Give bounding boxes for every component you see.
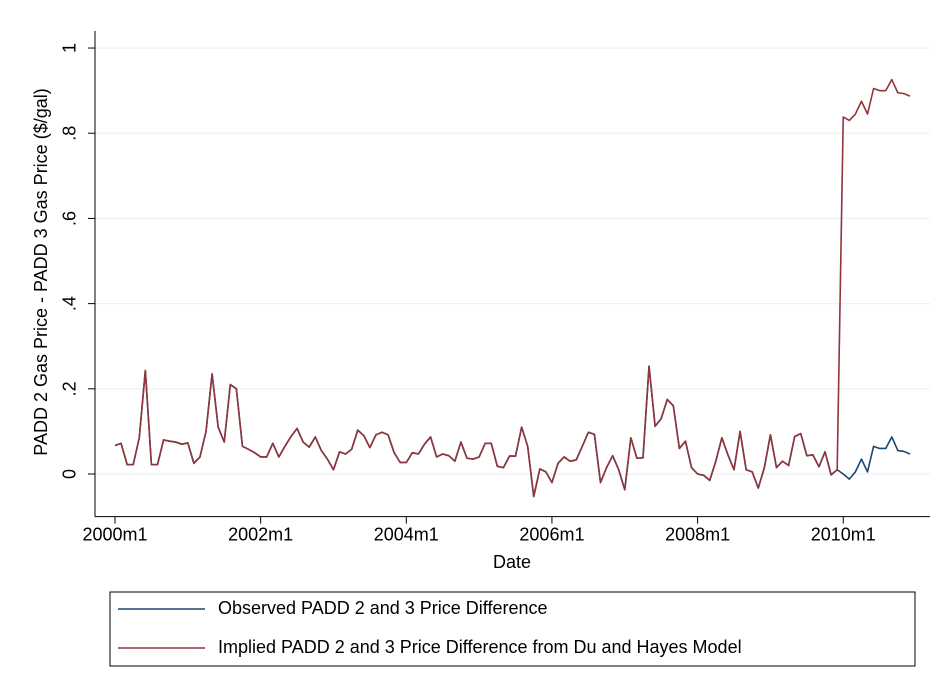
x-axis-title: Date [493, 552, 531, 572]
x-tick-label: 2002m1 [228, 524, 293, 544]
x-tick-label: 2008m1 [665, 524, 730, 544]
series-line [114, 78, 911, 498]
y-axis-title: PADD 2 Gas Price - PADD 3 Gas Price ($/g… [31, 88, 51, 455]
y-tick-label: 0 [60, 469, 80, 479]
y-tick-label: .8 [60, 126, 80, 141]
y-tick-label: .2 [60, 381, 80, 396]
x-tick-label: 2010m1 [811, 524, 876, 544]
legend-label: Implied PADD 2 and 3 Price Difference fr… [218, 637, 742, 657]
y-tick-label: .6 [60, 211, 80, 226]
legend-box [109, 591, 916, 667]
legend-label: Observed PADD 2 and 3 Price Difference [218, 598, 548, 618]
y-tick-label: 1 [60, 43, 80, 53]
x-tick-label: 2000m1 [82, 524, 147, 544]
x-tick-label: 2004m1 [374, 524, 439, 544]
y-tick-label: .4 [60, 296, 80, 311]
x-tick-label: 2006m1 [519, 524, 584, 544]
